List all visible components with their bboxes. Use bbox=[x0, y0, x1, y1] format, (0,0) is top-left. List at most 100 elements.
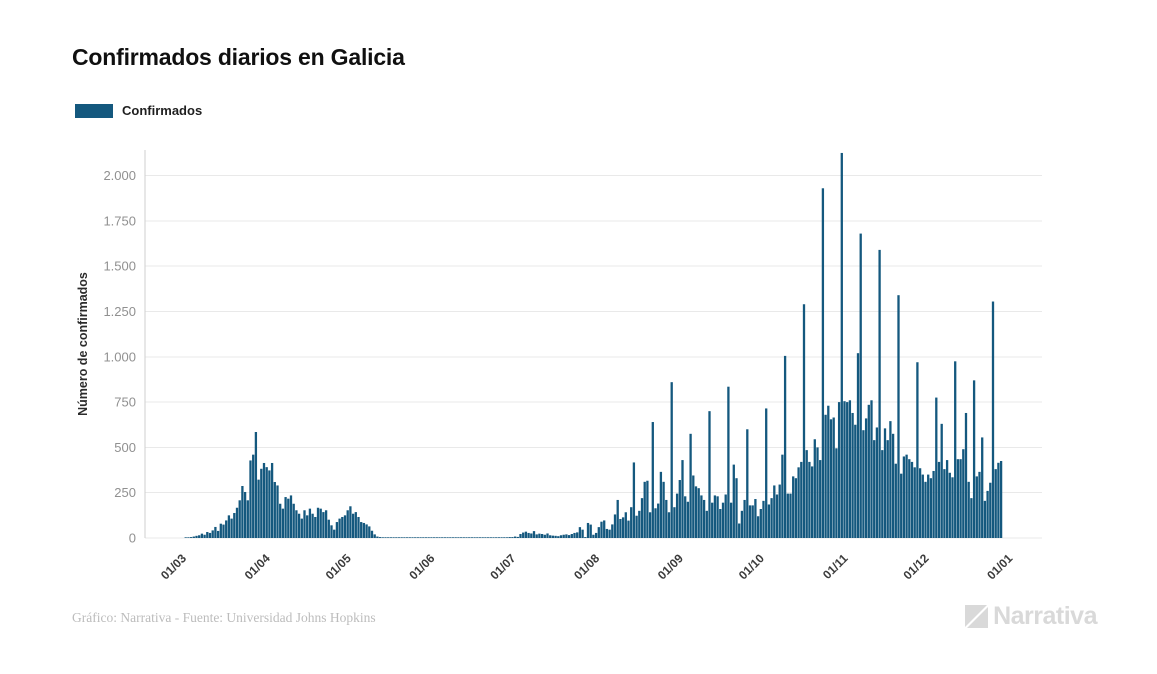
bar bbox=[419, 537, 422, 538]
bar bbox=[711, 502, 714, 538]
x-tick-label: 01/08 bbox=[571, 551, 602, 582]
bar bbox=[643, 481, 646, 538]
x-tick-label: 01/07 bbox=[487, 551, 518, 582]
bar bbox=[670, 382, 673, 538]
bar bbox=[192, 536, 195, 538]
bar bbox=[252, 454, 255, 538]
bar bbox=[700, 495, 703, 538]
bar bbox=[600, 521, 603, 538]
bar bbox=[446, 537, 449, 538]
bar bbox=[554, 535, 557, 538]
y-tick-label: 1.250 bbox=[103, 304, 136, 319]
y-tick-label: 1.000 bbox=[103, 349, 136, 364]
bar bbox=[443, 537, 447, 538]
bar bbox=[970, 498, 973, 538]
bar bbox=[786, 493, 789, 538]
bar bbox=[511, 537, 514, 538]
bar bbox=[206, 532, 209, 538]
bar bbox=[195, 535, 198, 538]
bar bbox=[765, 408, 768, 538]
bar bbox=[675, 493, 679, 538]
bar bbox=[981, 437, 984, 538]
bar bbox=[527, 532, 530, 538]
bar bbox=[918, 468, 922, 538]
bar bbox=[373, 534, 376, 538]
legend[interactable]: Confirmados bbox=[75, 103, 202, 118]
bar bbox=[532, 531, 536, 538]
bar bbox=[387, 537, 390, 538]
bar bbox=[945, 460, 949, 538]
bar bbox=[902, 456, 906, 538]
bar bbox=[338, 518, 341, 538]
bar bbox=[640, 498, 644, 538]
bar bbox=[384, 537, 387, 538]
bar bbox=[856, 353, 860, 538]
bar bbox=[667, 512, 671, 538]
bar bbox=[735, 478, 738, 538]
bar bbox=[476, 537, 479, 538]
bar bbox=[721, 502, 725, 538]
bar bbox=[335, 522, 339, 538]
bar bbox=[910, 461, 914, 538]
bar bbox=[927, 474, 930, 538]
legend-label: Confirmados bbox=[122, 103, 203, 118]
bar bbox=[738, 523, 741, 538]
bar bbox=[665, 499, 668, 538]
bar bbox=[581, 529, 584, 538]
bar bbox=[684, 496, 687, 538]
bar bbox=[797, 467, 800, 538]
bar bbox=[214, 526, 217, 538]
bar bbox=[867, 404, 870, 538]
bar bbox=[333, 529, 336, 538]
bar bbox=[827, 405, 830, 538]
bar bbox=[616, 499, 619, 538]
bar bbox=[468, 537, 471, 538]
bar bbox=[343, 515, 347, 538]
bar bbox=[243, 491, 247, 538]
bar bbox=[870, 400, 873, 538]
bar bbox=[713, 495, 717, 538]
bar bbox=[697, 488, 700, 538]
bar bbox=[924, 481, 927, 538]
bar bbox=[989, 482, 992, 538]
bar bbox=[381, 537, 384, 538]
bar bbox=[603, 520, 606, 538]
bar bbox=[522, 532, 525, 538]
bar bbox=[689, 433, 692, 538]
bar bbox=[862, 430, 865, 538]
bar bbox=[403, 537, 406, 538]
bar bbox=[959, 459, 962, 538]
bar bbox=[538, 533, 541, 538]
y-tick-label: 750 bbox=[114, 395, 136, 410]
bar bbox=[311, 513, 314, 538]
bar bbox=[762, 500, 765, 538]
bar bbox=[821, 188, 825, 538]
bar bbox=[414, 537, 417, 538]
bar bbox=[905, 454, 908, 538]
bar bbox=[802, 304, 806, 538]
bar bbox=[916, 362, 919, 538]
bar bbox=[792, 476, 795, 538]
bar bbox=[370, 530, 374, 538]
bar bbox=[314, 516, 317, 538]
bar bbox=[279, 503, 282, 538]
bar bbox=[481, 537, 484, 538]
bar bbox=[451, 537, 455, 538]
bar bbox=[360, 522, 363, 538]
bar bbox=[846, 402, 849, 538]
bar bbox=[424, 537, 428, 538]
bar bbox=[265, 467, 268, 538]
bar bbox=[859, 233, 862, 538]
bar bbox=[681, 460, 684, 538]
bar bbox=[611, 524, 614, 538]
bar bbox=[794, 478, 798, 538]
bar bbox=[492, 537, 495, 538]
bar bbox=[519, 534, 522, 538]
bar bbox=[457, 537, 460, 538]
bar bbox=[692, 475, 695, 538]
bar bbox=[894, 463, 897, 538]
bar bbox=[673, 507, 676, 538]
bar bbox=[330, 525, 333, 538]
